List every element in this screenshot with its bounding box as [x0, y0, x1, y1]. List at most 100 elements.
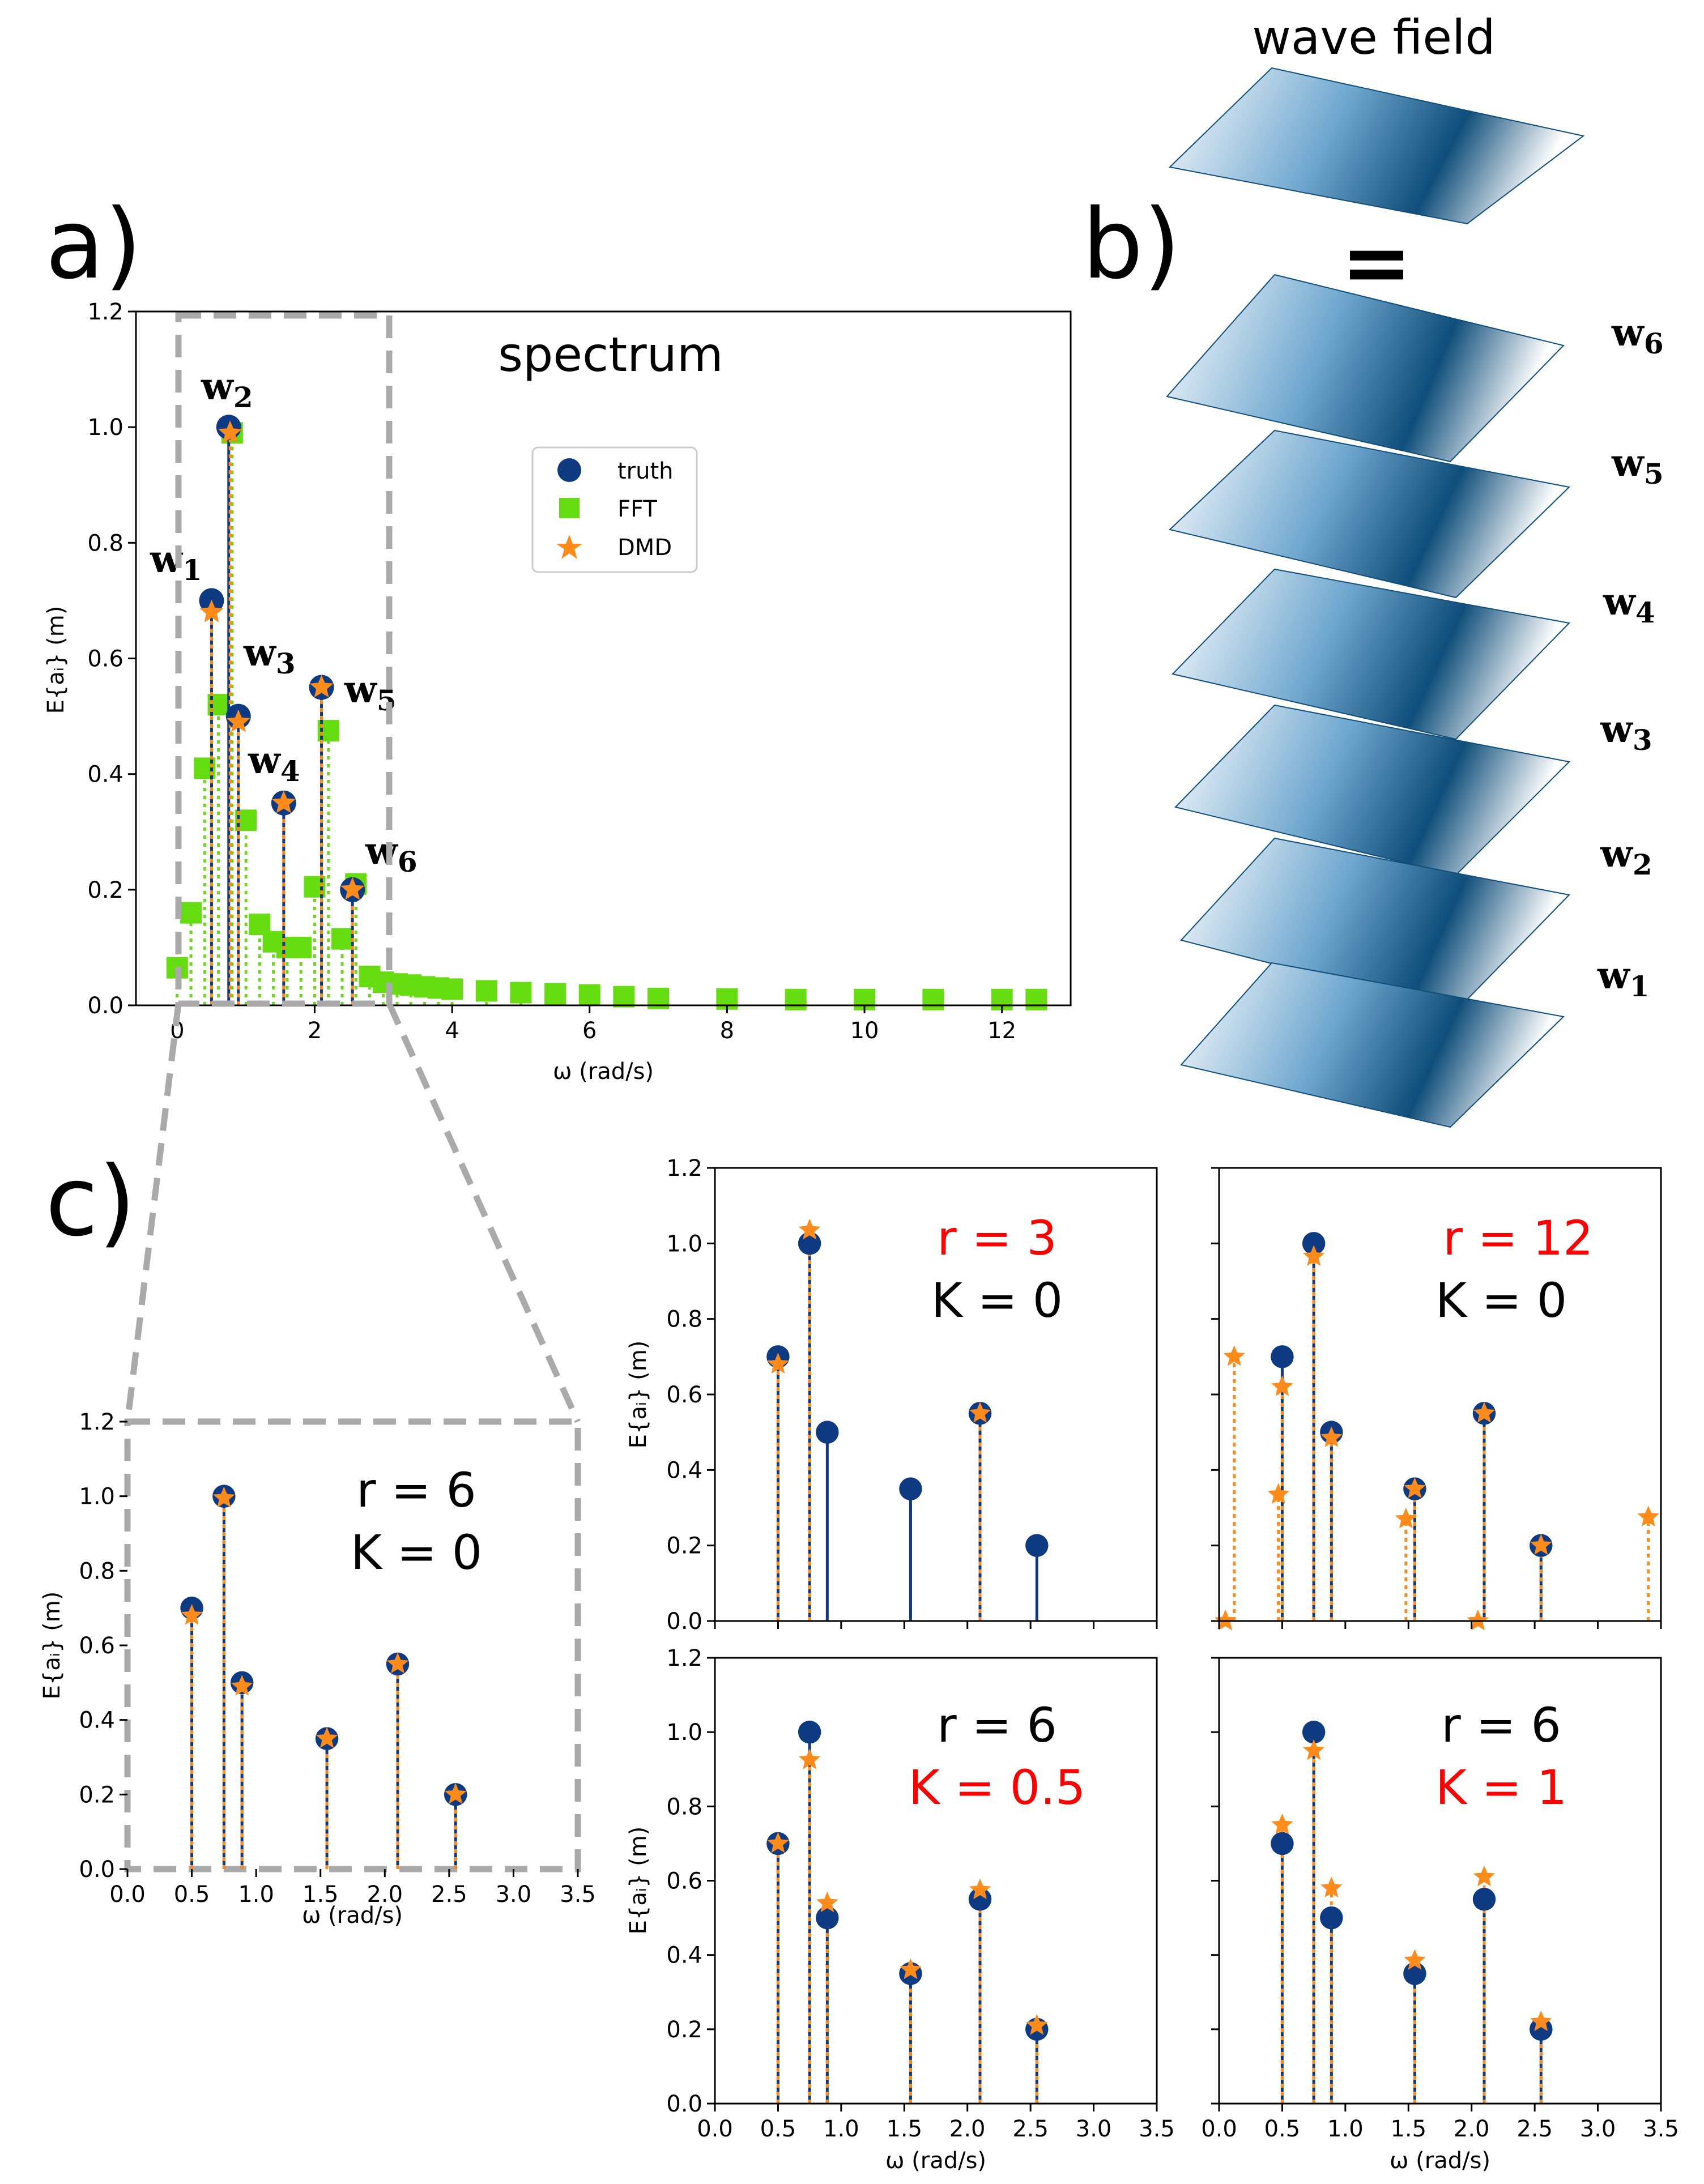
layer-w4: w4 [1172, 568, 1655, 740]
spectrum-chart-xtick-label: 6 [582, 1018, 597, 1044]
spectrum-chart-xtick-label: 8 [720, 1018, 734, 1044]
chart-r12-k0-dmd-point [1267, 1483, 1289, 1504]
legend-truth-marker [557, 458, 581, 482]
spectrum-chart-ytick-label: 0.0 [87, 993, 123, 1019]
chart-r6-k05-ytick-label: 0.6 [666, 1869, 702, 1895]
spectrum-chart-fft-point [475, 980, 497, 1002]
layer-w1-surface [1180, 962, 1565, 1128]
annot-w6: w6 [365, 829, 418, 878]
chart-r3-k0: 0.0 0.2 0.4 0.6 0.8 1.0 1.2 r = 3 K = 0 E{aᵢ} … [625, 1155, 1158, 1635]
chart-r6-k0-dmd-point [445, 1783, 467, 1804]
layer-w3: w3 [1174, 704, 1652, 876]
spectrum-chart-fft-point [922, 988, 944, 1010]
spectrum-chart-fft-point [290, 936, 312, 958]
legend-truth-label: truth [617, 458, 674, 484]
spectrum-chart-ytick-label: 0.8 [87, 530, 123, 556]
chart-r6-k05-truth-point [968, 1888, 992, 1911]
chart-r6-k05-x-label: ω (rad/s) [885, 2148, 986, 2174]
chart-r6-k0-xtick-label: 3.5 [560, 1882, 596, 1908]
chart-r3-k0-truth-point [798, 1232, 821, 1255]
chart-r6-k0-ytick-label: 0.6 [79, 1633, 115, 1659]
chart-r6-k1-line1: r = 6 [1441, 1697, 1561, 1753]
wave-field-title: wave field [1252, 10, 1496, 65]
chart-r6-k1-dmd-point [1530, 2010, 1552, 2032]
chart-r6-k0: 0.0 0.5 1.0 1.5 2.0 2.5 3.0 3.5 0.0 0.2 0.4 0.6 0.8 1… [39, 1409, 596, 1929]
chart-r6-k1-truth-point [1472, 1888, 1496, 1911]
annot-w2: w2 [201, 364, 253, 414]
chart-r6-k0-xtick-label: 0.0 [109, 1882, 146, 1908]
chart-r6-k0-ytick-label: 1.2 [79, 1409, 115, 1435]
spectrum-chart-fft-point [578, 984, 600, 1006]
chart-r3-k0-ytick-label: 1.0 [666, 1231, 702, 1257]
spectrum-chart-ytick-label: 0.6 [87, 646, 123, 672]
spectrum-chart-ytick-label: 0.4 [87, 762, 123, 788]
chart-r6-k05-xtick-label: 3.5 [1139, 2116, 1175, 2142]
chart-r6-k0-xtick-label: 3.0 [496, 1882, 532, 1908]
chart-r12-k0-dmd-point [1473, 1402, 1496, 1423]
spectrum-chart-xtick-label: 2 [308, 1018, 322, 1044]
chart-r6-k0-ytick-label: 0.4 [79, 1708, 115, 1734]
chart-r3-k0-line1: r = 3 [937, 1210, 1057, 1266]
chart-r6-k0-xtick-label: 1.5 [303, 1882, 339, 1908]
legend-fft-marker [559, 498, 580, 518]
chart-r3-k0-frame [714, 1167, 1158, 1622]
chart-r3-k0-ytick-label: 1.2 [666, 1155, 702, 1181]
chart-r3-k0-dmd-point [969, 1402, 991, 1423]
panel-label-a: a) [45, 189, 142, 301]
chart-r6-k0-dmd-point [316, 1727, 338, 1748]
spectrum-chart-fft-point [441, 978, 463, 1000]
chart-r6-k05-line1: r = 6 [937, 1697, 1057, 1753]
chart-r6-k1-truth-point [1530, 2017, 1553, 2041]
spectrum-chart-fft-point [180, 902, 202, 924]
chart-r3-k0-dmd-point [767, 1353, 789, 1373]
layer-w6: w6 [1166, 274, 1664, 463]
chart-r3-k0-ytick-label: 0.2 [666, 1533, 702, 1559]
chart-r12-k0-dmd-point [1530, 1534, 1552, 1555]
chart-r12-k0-dmd-point [1395, 1507, 1417, 1529]
chart-r6-k1-xtick-label: 2.5 [1516, 2116, 1553, 2142]
chart-r6-k05-xtick-label: 1.0 [823, 2116, 859, 2142]
chart-r3-k0-line2: K = 0 [931, 1273, 1063, 1328]
spectrum-chart-fft-point [1025, 988, 1047, 1010]
chart-r6-k1-xtick-label: 0.0 [1201, 2116, 1237, 2142]
chart-r6-k1-dmd-point [1302, 1739, 1325, 1760]
chart-r6-k1-line2: K = 1 [1435, 1760, 1567, 1815]
chart-r3-k0-ytick-label: 0.8 [666, 1307, 702, 1333]
chart-r6-k05-ytick-label: 0.8 [666, 1794, 702, 1820]
spectrum-chart-dmd-point [218, 420, 242, 443]
spectrum-chart-ytick-label: 1.2 [87, 299, 123, 325]
spectrum-chart: spectrum 0 2 4 6 8 10 120.00.20.40.60.81.01.2 … [43, 299, 1072, 1085]
panel-label-b: b) [1082, 189, 1181, 301]
chart-r6-k05-ytick-label: 0.2 [666, 2017, 702, 2043]
chart-r6-k1-x-label: ω (rad/s) [1390, 2148, 1490, 2174]
chart-r3-k0-ytick-label: 0.4 [666, 1457, 702, 1483]
chart-r6-k1-dmd-point [1320, 1876, 1343, 1897]
spectrum-x-label: ω (rad/s) [553, 1059, 654, 1085]
chart-r6-k1-truth-point [1320, 1906, 1343, 1930]
chart-r6-k0-dmd-point [231, 1675, 253, 1696]
chart-r6-k1-xtick-label: 1.0 [1327, 2116, 1364, 2142]
chart-r6-k0-dmd-point [386, 1652, 409, 1674]
chart-r12-k0-dmd-point [1302, 1245, 1325, 1266]
chart-r6-k05-truth-point [816, 1906, 839, 1930]
chart-r6-k1-dmd-point [1271, 1813, 1293, 1835]
spectrum-chart-xtick-label: 12 [987, 1018, 1016, 1044]
chart-r6-k05-xtick-label: 0.0 [697, 2116, 733, 2142]
layer-w5-surface [1168, 429, 1571, 599]
chart-r6-k05-dmd-point [900, 1958, 922, 1980]
chart-r6-k05-ytick-label: 1.2 [666, 1645, 702, 1671]
layer-w4-surface [1172, 568, 1571, 740]
layer-w5-label: w5 [1611, 441, 1664, 490]
annot-w3: w3 [243, 630, 296, 680]
chart-r6-k0-line1: r = 6 [356, 1462, 476, 1518]
chart-r12-k0: r = 12 K = 0 [1211, 1167, 1662, 1631]
spectrum-chart-dmd-point [226, 709, 250, 732]
chart-r6-k1-xtick-label: 2.0 [1454, 2116, 1490, 2142]
spectrum-chart-xtick-label: 10 [850, 1018, 879, 1044]
chart-r6-k0-line2: K = 0 [351, 1525, 482, 1580]
chart-r6-k05-dmd-point [767, 1832, 789, 1853]
spectrum-chart-xtick-label: 4 [445, 1018, 459, 1044]
chart-r12-k0-dmd-point [1637, 1505, 1659, 1526]
legend-dmd-label: DMD [617, 535, 672, 561]
